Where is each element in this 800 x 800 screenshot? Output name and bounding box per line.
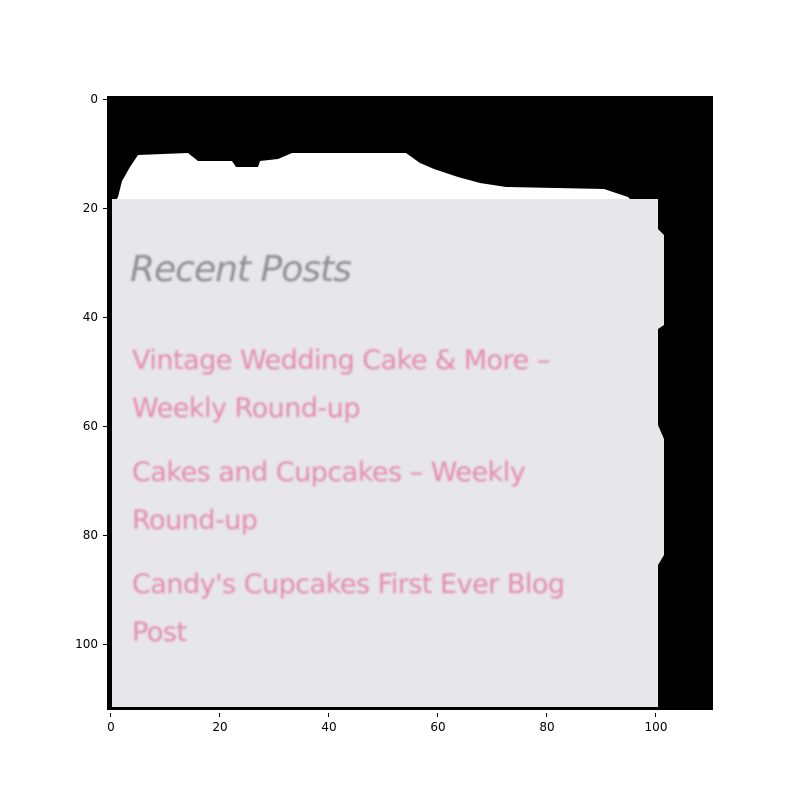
y-tick-mark <box>103 535 107 536</box>
recent-posts-list: Vintage Wedding Cake & More – Weekly Rou… <box>132 337 612 673</box>
x-tick-label: 80 <box>539 720 555 734</box>
x-tick-label: 100 <box>644 720 668 734</box>
image-frame: Recent Posts Vintage Wedding Cake & More… <box>107 96 713 710</box>
x-tick-label: 0 <box>107 720 115 734</box>
y-tick-label: 80 <box>82 528 98 542</box>
x-tick-label: 40 <box>321 720 337 734</box>
post-title-line-2: Post <box>132 617 187 648</box>
list-item: Vintage Wedding Cake & More – Weekly Rou… <box>132 337 612 433</box>
x-tick-label: 60 <box>430 720 446 734</box>
x-tick-mark <box>437 713 438 717</box>
x-tick-mark <box>219 713 220 717</box>
list-item: Candy's Cupcakes First Ever Blog Post <box>132 561 612 657</box>
recent-posts-widget <box>112 199 658 707</box>
post-title-line-2: Weekly Round-up <box>132 393 360 424</box>
card-right-edge <box>654 225 664 705</box>
y-tick-mark <box>103 208 107 209</box>
y-tick-label: 100 <box>75 637 98 651</box>
y-tick-mark <box>103 426 107 427</box>
x-tick-mark <box>546 713 547 717</box>
y-tick-mark <box>103 644 107 645</box>
post-link-cakes-and-cupcakes[interactable]: Cakes and Cupcakes – Weekly Round-up <box>132 449 612 545</box>
x-tick-mark <box>328 713 329 717</box>
post-title-line-1: Cakes and Cupcakes – Weekly <box>132 457 526 488</box>
y-tick-mark <box>103 99 107 100</box>
widget-title: Recent Posts <box>130 249 352 290</box>
post-link-vintage-wedding-cake[interactable]: Vintage Wedding Cake & More – Weekly Rou… <box>132 337 612 433</box>
y-tick-label: 60 <box>82 419 98 433</box>
y-tick-label: 40 <box>82 310 98 324</box>
post-title-line-2: Round-up <box>132 505 258 536</box>
y-tick-label: 0 <box>90 92 98 106</box>
post-title-line-1: Vintage Wedding Cake & More – <box>132 345 550 376</box>
x-tick-label: 20 <box>212 720 228 734</box>
y-tick-mark <box>103 317 107 318</box>
post-title-line-1: Candy's Cupcakes First Ever Blog <box>132 569 565 600</box>
post-link-candys-first-post[interactable]: Candy's Cupcakes First Ever Blog Post <box>132 561 612 657</box>
list-item: Cakes and Cupcakes – Weekly Round-up <box>132 449 612 545</box>
x-tick-mark <box>110 713 111 717</box>
x-tick-mark <box>655 713 656 717</box>
y-tick-label: 20 <box>82 201 98 215</box>
